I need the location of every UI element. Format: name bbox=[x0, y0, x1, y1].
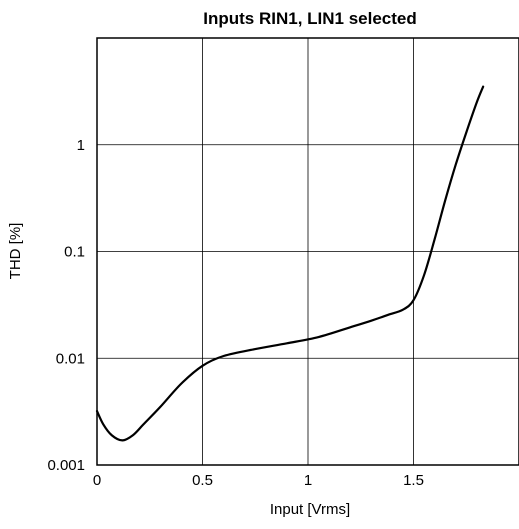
thd-curve bbox=[95, 85, 485, 442]
y-axis-label: THD [%] bbox=[7, 223, 24, 280]
tick-labels: 0 0.5 1 1.5 0.001 0.01 0.1 1 bbox=[47, 137, 423, 489]
x-tick-label: 1 bbox=[304, 472, 312, 489]
y-tick-label: 0.001 bbox=[47, 457, 85, 474]
x-tick-label: 0 bbox=[93, 472, 101, 489]
grid bbox=[97, 38, 519, 465]
plot-frame bbox=[96, 37, 519, 466]
x-tick-label: 0.5 bbox=[192, 472, 213, 489]
x-axis-label: Input [Vrms] bbox=[270, 501, 350, 518]
y-tick-label: 0.1 bbox=[64, 244, 85, 261]
y-tick-label: 1 bbox=[77, 137, 85, 154]
chart-title: Inputs RIN1, LIN1 selected bbox=[203, 9, 417, 28]
x-tick-label: 1.5 bbox=[403, 472, 424, 489]
y-tick-label: 0.01 bbox=[56, 350, 85, 367]
series-layer bbox=[95, 85, 485, 442]
